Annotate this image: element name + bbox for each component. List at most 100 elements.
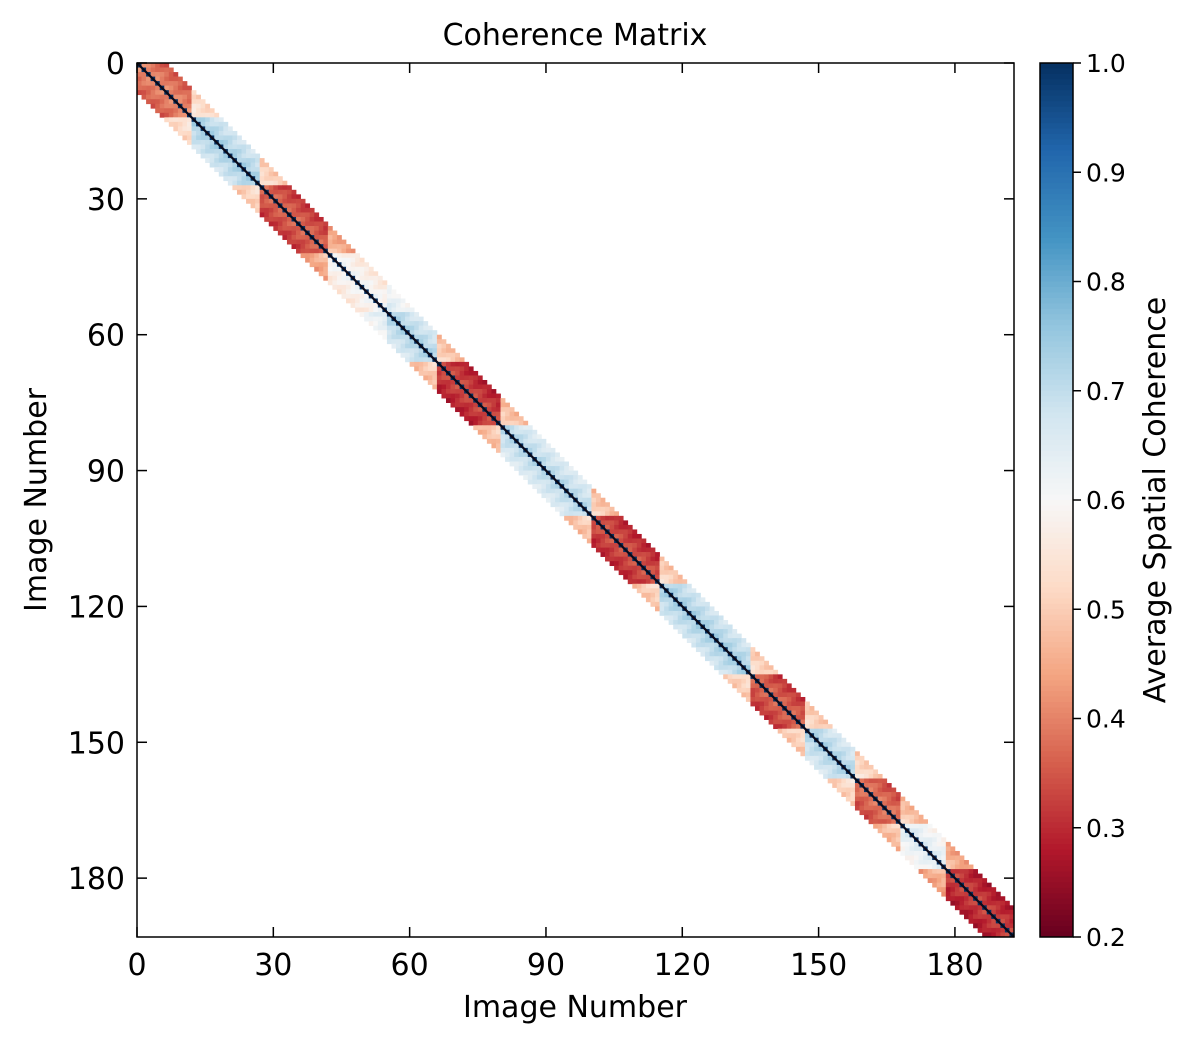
heatmap-cell [655,606,660,612]
heatmap-cell [550,488,556,494]
heatmap-cell [977,909,983,915]
heatmap-cell [764,678,769,684]
colorbar-step [1040,183,1073,190]
heatmap-cell [518,470,524,476]
heatmap-cell [241,180,247,186]
heatmap-cell [427,366,433,372]
heatmap-cell [1000,900,1006,906]
heatmap-cell [591,493,597,499]
heatmap-cell [954,891,960,897]
heatmap-cell [246,153,251,159]
heatmap-cell [850,787,856,793]
heatmap-cell [264,171,270,177]
heatmap-cell [936,832,942,838]
heatmap-cell [486,398,492,403]
heatmap-cell [741,674,747,680]
heatmap-cell [923,828,929,834]
heatmap-cell [241,162,247,168]
heatmap-cell [682,579,688,585]
heatmap-cell [236,135,242,141]
heatmap-cell [618,529,624,535]
heatmap-cell [332,244,338,250]
heatmap-cell [350,271,356,277]
heatmap-cell [368,303,374,308]
heatmap-cell [396,343,401,349]
heatmap-cell [618,547,624,553]
heatmap-cell [636,543,642,548]
heatmap-cell [764,660,769,666]
heatmap-cell [986,905,992,911]
heatmap-cell [223,130,229,136]
heatmap-cell [568,506,574,512]
heatmap-cell [436,375,442,381]
heatmap-cell [818,715,824,720]
heatmap-cell [200,135,206,141]
heatmap-cell [904,810,910,816]
y-tick-label: 120 [68,590,125,625]
heatmap-cell [691,610,697,616]
heatmap-cell [641,574,647,580]
colorbar-step [1040,893,1073,900]
heatmap-cell [664,561,669,567]
heatmap-cell [623,570,629,576]
heatmap-cell [750,651,756,657]
heatmap-cell [941,846,947,852]
heatmap-cell [186,139,192,145]
heatmap-cell [568,466,574,471]
colorbar-step [1040,680,1073,687]
heatmap-cell [423,321,429,326]
heatmap-cell [845,783,851,788]
heatmap-cell [432,339,438,345]
heatmap-cell [950,846,956,852]
heatmap-cell [814,728,819,734]
heatmap-cell [618,533,624,539]
heatmap-cell [250,189,256,195]
heatmap-cell [491,411,497,417]
heatmap-cell [614,520,620,526]
heatmap-cell [414,352,420,358]
heatmap-cell [241,185,247,191]
heatmap-cell [555,488,560,494]
heatmap-cell [686,615,692,621]
heatmap-cell [350,257,356,263]
heatmap-cell [246,185,251,191]
heatmap-cell [186,94,192,100]
heatmap-cell [264,167,270,173]
heatmap-cell [859,760,865,766]
heatmap-cell [445,393,451,399]
colorbar-step [1040,532,1073,539]
heatmap-cell [782,687,788,693]
heatmap-cell [191,94,197,100]
heatmap-cell [732,678,738,684]
heatmap-cell [773,687,779,693]
heatmap-cell [727,665,733,671]
heatmap-cell [900,801,906,807]
heatmap-cell [241,176,247,182]
heatmap-cell [236,149,242,154]
heatmap-cell [459,407,465,413]
heatmap-cell [509,425,515,431]
heatmap-cell [595,529,601,535]
heatmap-cell [941,873,947,879]
heatmap-cell [800,706,806,711]
heatmap-cell [414,312,420,317]
heatmap-cell [336,271,342,277]
heatmap-cell [691,601,697,607]
heatmap-cell [318,221,324,227]
heatmap-cell [727,624,733,630]
heatmap-cell [336,257,342,263]
heatmap-cell [527,479,533,485]
heatmap-cell [764,710,769,716]
heatmap-cell [409,321,415,326]
heatmap-cell [836,769,842,775]
heatmap-cell [868,764,874,770]
colorbar-step [1040,210,1073,217]
heatmap-cell [841,787,847,793]
heatmap-cell [677,624,683,630]
colorbar-tick-label: 0.5 [1086,595,1126,624]
heatmap-cell [741,638,747,643]
heatmap-cell [564,479,570,485]
heatmap-cell [582,493,588,499]
heatmap-cell [318,216,324,222]
heatmap-cell [841,755,847,761]
